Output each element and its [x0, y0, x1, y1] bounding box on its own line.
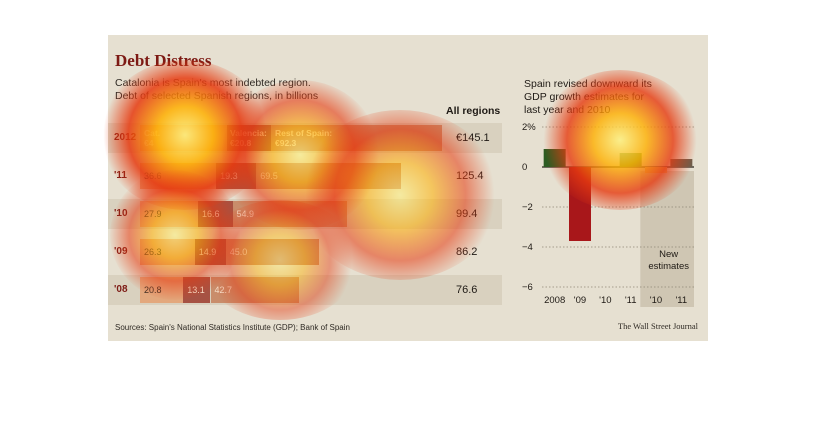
- debt-row: 2012 €145.1 Cat. €4 Valencia: €20.8 Rest of Sp…: [108, 123, 502, 153]
- gdp-bar: [543, 149, 566, 167]
- gdp-x-tick-label: '09: [574, 295, 586, 306]
- row-total: 125.4: [456, 170, 484, 182]
- source-note: Sources: Spain's National Statistics Ins…: [115, 323, 350, 332]
- bar-segment-catalonia: 26.3: [140, 239, 195, 265]
- gdp-bar: [569, 167, 591, 241]
- bar-segment-value: 27.9: [144, 209, 162, 219]
- row-total: 86.2: [456, 246, 478, 258]
- new-estimates-label-line-2: estimates: [648, 261, 689, 272]
- legend-valencia-value: €20.8: [230, 138, 252, 148]
- debt-row: '11 36.6 19.3 69.5 125.4: [108, 161, 502, 191]
- debt-row: '09 26.3 14.9 45.0 86.2: [108, 237, 502, 267]
- gdp-y-tick-label: −2: [522, 202, 533, 213]
- row-total: 76.6: [456, 284, 478, 296]
- legend-catalonia: Cat. €4: [144, 128, 160, 148]
- bar-segment-value: 42.7: [214, 285, 233, 295]
- legend-valencia-name: Valencia:: [230, 128, 267, 138]
- bar-segment-catalonia: 36.6: [140, 163, 217, 189]
- row-total: 99.4: [456, 208, 478, 220]
- new-estimates-label-line-1: New: [659, 249, 678, 260]
- legend-catalonia-value: €4: [144, 138, 154, 148]
- legend-rest-of-spain-value: €92.3: [275, 138, 297, 148]
- subtitle-line-1: Catalonia is Spain's most indebted regio…: [115, 77, 311, 89]
- chart-card: Debt Distress Catalonia is Spain's most …: [108, 35, 708, 341]
- gdp-title-line-2: GDP growth estimates for: [524, 91, 645, 103]
- gdp-y-tick-label: 0: [522, 162, 527, 173]
- gdp-title-line-1: Spain revised downward its: [524, 78, 652, 90]
- bar-segment-valencia: 16.6: [198, 201, 233, 227]
- year-label: '10: [114, 208, 128, 219]
- gdp-x-tick-label: '10: [599, 295, 611, 306]
- gdp-x-tick-label: 2008: [544, 295, 565, 306]
- gdp-y-tick-label: −6: [522, 282, 533, 293]
- debt-row: '08 20.8 13.1 42.7 76.6: [108, 275, 502, 305]
- legend-catalonia-name: Cat.: [144, 128, 161, 138]
- legend-rest-of-spain: Rest of Spain: €92.3: [275, 128, 332, 148]
- bar-segment-valencia: 19.3: [216, 163, 257, 189]
- bar-segment-value: 54.9: [236, 209, 255, 219]
- year-label: '09: [114, 246, 128, 257]
- bar-segment-catalonia: 20.8: [140, 277, 184, 303]
- debt-row: '10 27.9 16.6 54.9 99.4: [108, 199, 502, 229]
- legend-rest-of-spain-name: Rest of Spain:: [275, 128, 333, 138]
- gdp-panel-title: Spain revised downward its GDP growth es…: [524, 78, 652, 117]
- gdp-bar: [619, 153, 642, 167]
- bar-segment-rest-of-spain: 45.0: [225, 239, 320, 265]
- gdp-x-tick-label: '11: [675, 295, 687, 306]
- subtitle-line-2: Debt of selected Spanish regions, in bil…: [115, 90, 319, 102]
- year-label: '08: [114, 284, 128, 295]
- row-total: €145.1: [456, 132, 490, 144]
- bar-segment-valencia: 14.9: [194, 239, 226, 265]
- year-label: 2012: [114, 132, 137, 143]
- bar-segment-value: 26.3: [144, 247, 162, 257]
- gdp-y-tick-label: 2%: [522, 122, 536, 133]
- bar-segment-value: 13.1: [187, 285, 205, 295]
- bar-segment-value: 19.3: [220, 171, 238, 181]
- bar-segment-catalonia: 27.9: [140, 201, 199, 227]
- bar-segment-value: 16.6: [202, 209, 220, 219]
- year-label: '11: [114, 170, 127, 181]
- chart-subtitle: Catalonia is Spain's most indebted regio…: [115, 77, 318, 103]
- publisher-credit: The Wall Street Journal: [617, 321, 698, 331]
- gdp-y-tick-label: −4: [522, 242, 533, 253]
- chart-title: Debt Distress: [115, 51, 212, 70]
- gdp-x-tick-label: '11: [625, 295, 637, 306]
- bar-segment-rest-of-spain: 69.5: [256, 163, 401, 189]
- bar-segment-rest-of-spain: 42.7: [210, 277, 300, 303]
- legend-valencia: Valencia: €20.8: [230, 128, 267, 148]
- bar-segment-value: 45.0: [229, 247, 248, 257]
- bar-segment-rest-of-spain: 54.9: [232, 201, 347, 227]
- gdp-x-tick-label: '10: [650, 295, 662, 306]
- bar-segment-value: 36.6: [144, 171, 162, 181]
- gdp-bar: [670, 159, 693, 167]
- bar-segment-value: 14.9: [198, 247, 217, 257]
- gdp-bar: [645, 167, 667, 173]
- bar-segment-value: 20.8: [144, 285, 162, 295]
- all-regions-header: All regions: [446, 105, 501, 117]
- bar-segment-valencia: 13.1: [183, 277, 211, 303]
- bar-segment-value: 69.5: [260, 171, 278, 181]
